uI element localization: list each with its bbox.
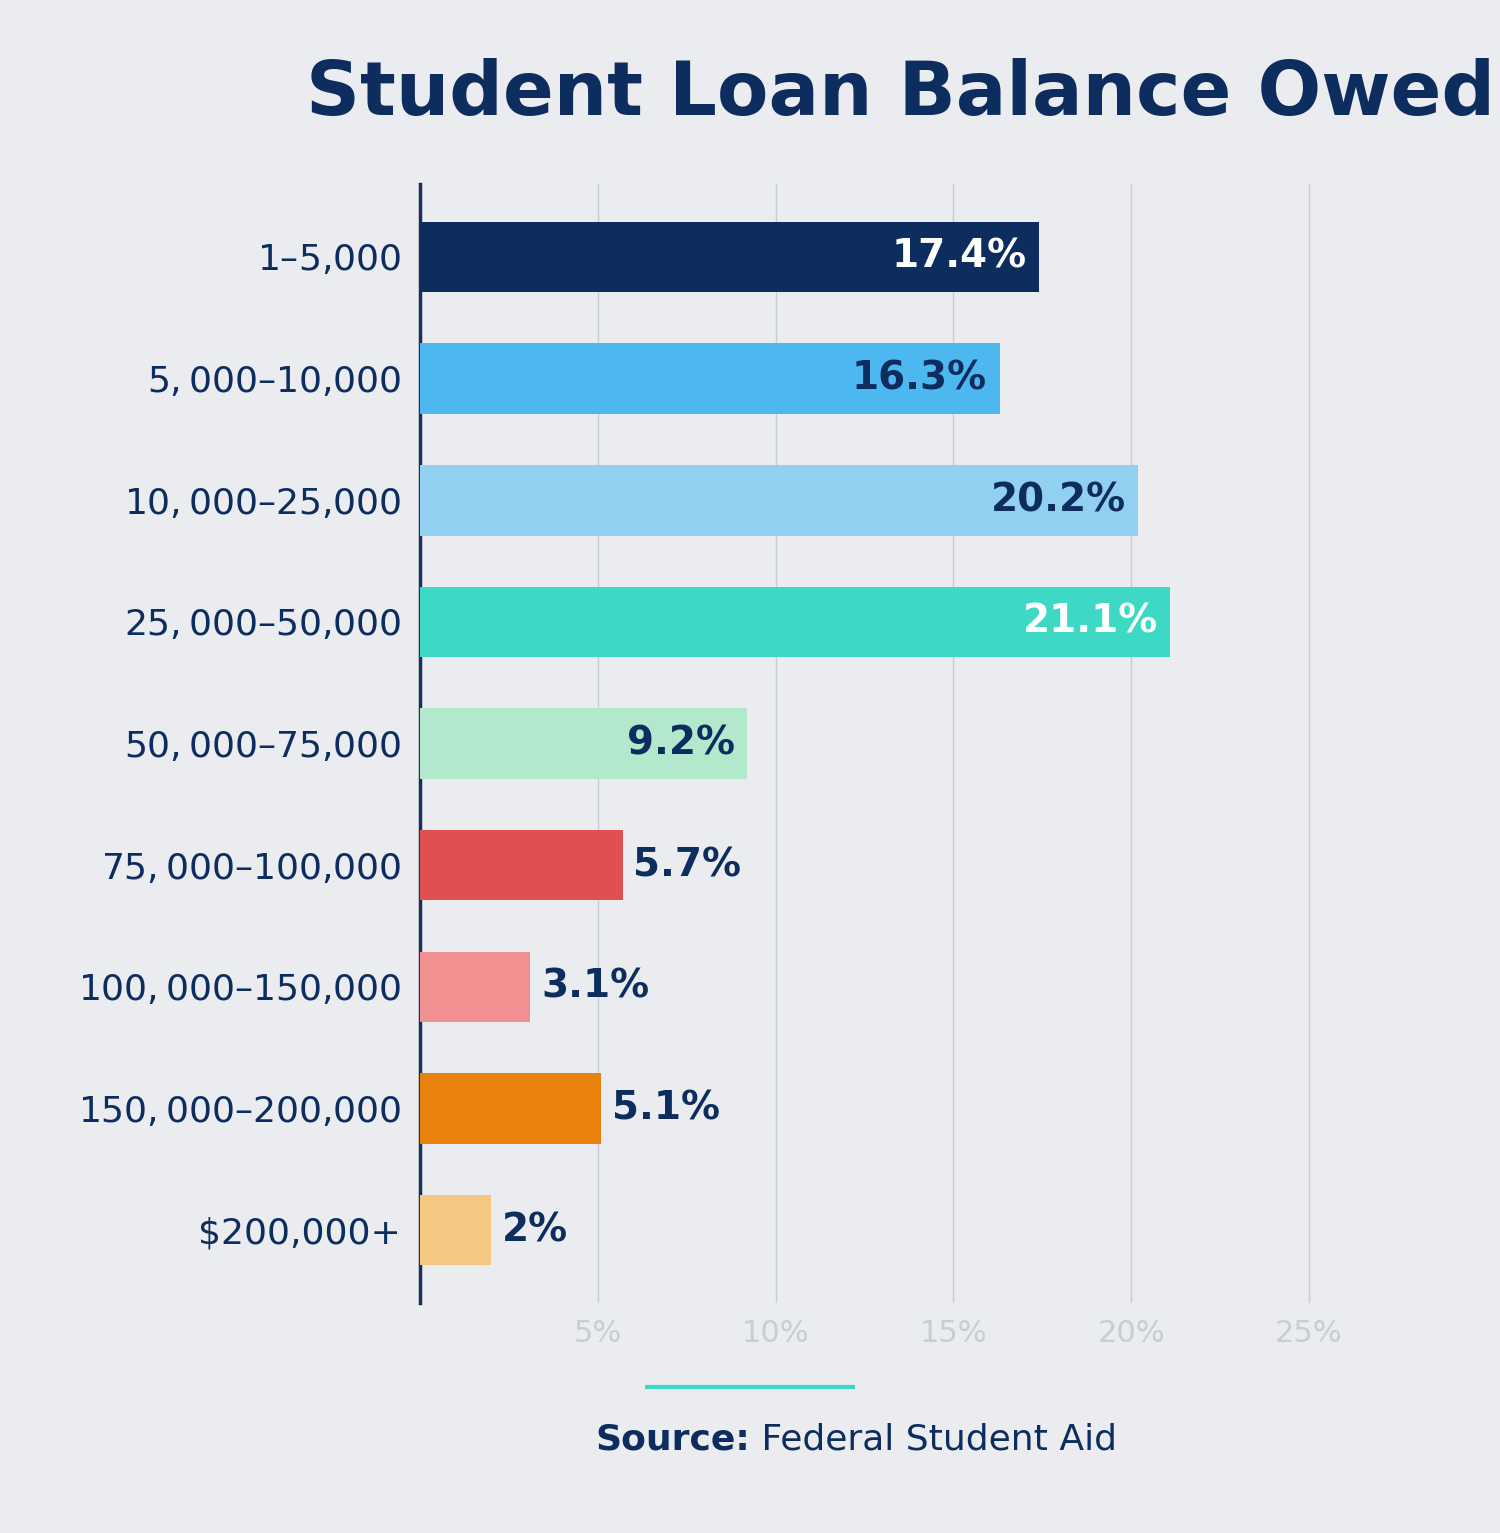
- Text: Federal Student Aid: Federal Student Aid: [750, 1423, 1118, 1456]
- Text: 5.1%: 5.1%: [612, 1090, 720, 1127]
- Title: Student Loan Balance Owed: Student Loan Balance Owed: [306, 58, 1494, 130]
- Bar: [420, 1073, 602, 1144]
- Text: 16.3%: 16.3%: [852, 360, 987, 397]
- Bar: [420, 343, 999, 414]
- Text: 5.7%: 5.7%: [633, 846, 741, 885]
- Bar: [420, 708, 747, 779]
- Bar: [420, 1194, 491, 1265]
- Bar: [420, 829, 622, 900]
- Text: 20.2%: 20.2%: [990, 481, 1126, 520]
- Bar: [420, 952, 530, 1023]
- Text: Source:: Source:: [596, 1423, 750, 1456]
- Text: 9.2%: 9.2%: [627, 725, 735, 762]
- Text: 21.1%: 21.1%: [1023, 602, 1158, 641]
- Bar: [420, 464, 1138, 535]
- Text: 2%: 2%: [503, 1211, 568, 1249]
- Bar: [420, 222, 1038, 293]
- Text: 3.1%: 3.1%: [542, 967, 650, 1006]
- Text: 17.4%: 17.4%: [891, 238, 1026, 276]
- Bar: [420, 587, 1170, 658]
